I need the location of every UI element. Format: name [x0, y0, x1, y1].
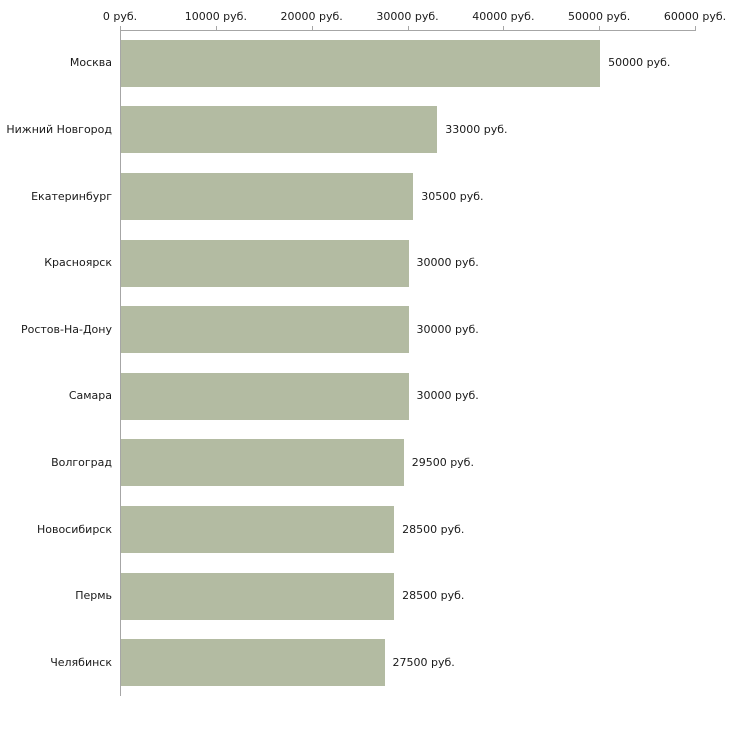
x-tick-mark [311, 26, 313, 30]
bar-6 [121, 372, 409, 420]
x-tick-label: 20000 руб. [280, 10, 343, 23]
value-label: 50000 руб. [608, 56, 671, 70]
x-tick-mark [503, 26, 505, 30]
value-label: 27500 руб. [392, 655, 455, 669]
y-axis-line [120, 30, 121, 696]
category-label: Москва [69, 56, 112, 70]
x-tick-mark [215, 26, 217, 30]
value-label: 28500 руб. [402, 522, 465, 536]
category-label: Красноярск [44, 256, 112, 270]
value-label: 30000 руб. [416, 389, 479, 403]
x-tick-label: 50000 руб. [568, 10, 631, 23]
category-label: Самара [68, 389, 112, 403]
bar-8 [121, 506, 395, 553]
x-tick-mark [695, 26, 696, 30]
bar-10 [121, 639, 385, 687]
category-label: Ростов-На-Дону [20, 322, 112, 336]
x-tick-label: 30000 руб. [376, 10, 439, 23]
category-label: Екатеринбург [31, 189, 112, 203]
bar-9 [121, 572, 395, 620]
x-tick-mark [407, 26, 409, 30]
bar-7 [121, 439, 404, 487]
bar-3 [121, 173, 414, 220]
x-axis-line [120, 30, 696, 31]
x-tick-label: 10000 руб. [184, 10, 247, 23]
bar-2 [121, 106, 438, 154]
value-label: 30000 руб. [416, 322, 479, 336]
value-label: 29500 руб. [411, 455, 474, 469]
bar-1 [121, 39, 601, 87]
x-tick-label: 60000 руб. [663, 10, 727, 23]
bar-5 [121, 306, 409, 354]
x-tick-mark [599, 26, 601, 30]
category-label: Пермь [75, 589, 112, 603]
value-label: 33000 руб. [445, 122, 508, 136]
category-label: Нижний Новгород [6, 122, 112, 136]
bar-4 [121, 239, 409, 287]
x-tick-mark [120, 26, 121, 30]
value-label: 30000 руб. [416, 256, 479, 270]
category-label: Новосибирск [36, 522, 112, 536]
x-tick-label: 0 руб. [102, 10, 138, 23]
x-tick-label: 40000 руб. [472, 10, 535, 23]
value-label: 30500 руб. [421, 189, 484, 203]
value-label: 28500 руб. [402, 589, 465, 603]
category-label: Челябинск [50, 655, 112, 669]
category-label: Волгоград [51, 455, 112, 469]
